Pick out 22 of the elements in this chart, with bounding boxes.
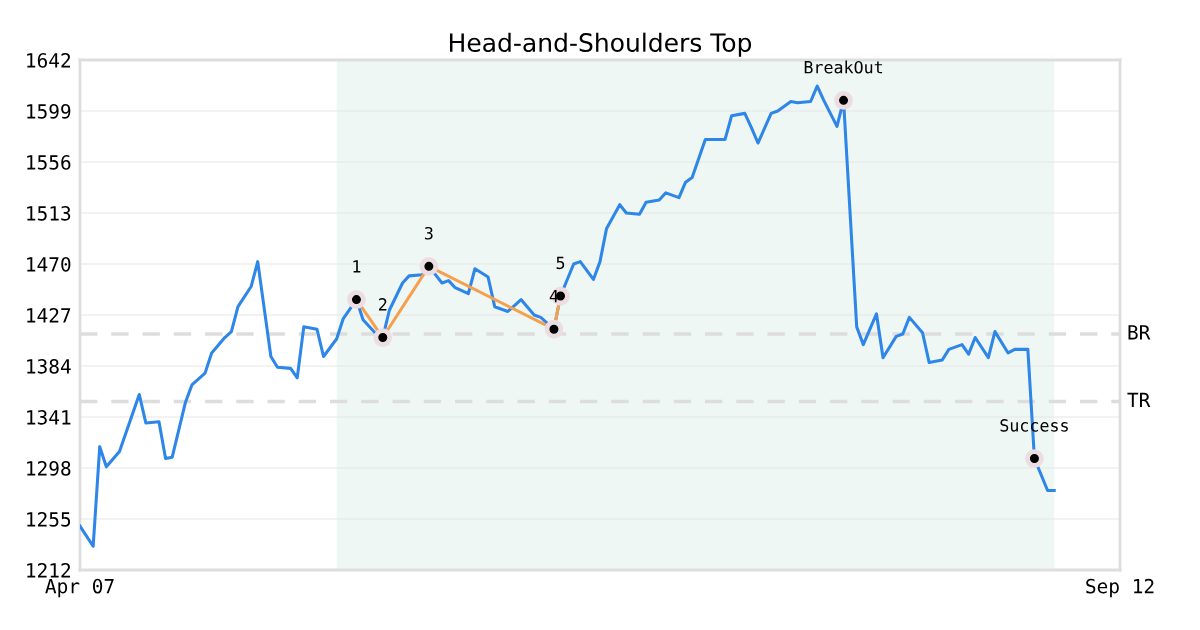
annotation: 4: [549, 290, 559, 303]
annotation: 3: [424, 226, 433, 240]
annotation: 2: [379, 298, 387, 311]
x-tick-label: Sep 12: [1086, 578, 1154, 598]
y-tick-label: 1556: [27, 155, 71, 170]
x-tick-label: Apr 07: [45, 578, 114, 598]
y-tick-label: 1427: [27, 308, 71, 323]
annotation: 5: [556, 256, 565, 270]
y-tick-label: 1513: [27, 206, 71, 221]
ref-line-label: TR: [1127, 392, 1151, 407]
annotation: BreakOut: [804, 60, 883, 74]
y-tick-label: 1599: [27, 104, 71, 119]
annotation: 1: [353, 260, 361, 273]
y-tick-label: 1470: [27, 257, 71, 272]
y-tick-label: 1212: [27, 563, 71, 578]
chart-title: Head-and-Shoulders Top: [449, 32, 752, 57]
y-tick-label: 1255: [27, 512, 71, 527]
ref-line-label: BR: [1128, 325, 1151, 340]
y-tick-label: 1341: [27, 410, 71, 425]
y-tick-label: 1642: [27, 53, 71, 68]
y-tick-label: 1298: [27, 461, 71, 476]
y-tick-label: 1384: [27, 359, 71, 374]
